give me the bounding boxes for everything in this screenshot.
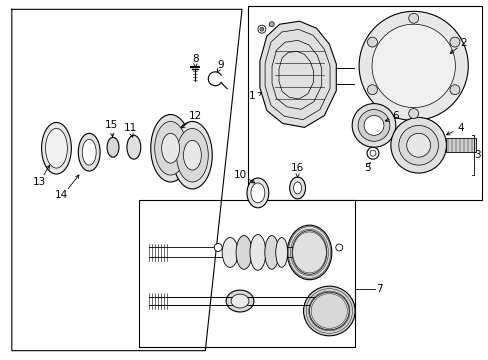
- Ellipse shape: [78, 133, 100, 171]
- Circle shape: [366, 147, 378, 159]
- Ellipse shape: [183, 140, 201, 170]
- Circle shape: [369, 150, 375, 156]
- Text: 4: 4: [456, 123, 463, 134]
- Text: 10: 10: [233, 170, 246, 180]
- Ellipse shape: [172, 121, 212, 189]
- Circle shape: [351, 104, 395, 147]
- Ellipse shape: [222, 238, 238, 267]
- Ellipse shape: [162, 133, 179, 163]
- Ellipse shape: [293, 182, 301, 194]
- Text: 9: 9: [217, 60, 223, 70]
- Ellipse shape: [231, 294, 248, 308]
- Ellipse shape: [176, 129, 208, 182]
- Ellipse shape: [249, 235, 265, 270]
- Ellipse shape: [289, 177, 305, 199]
- Circle shape: [357, 109, 389, 141]
- Text: 13: 13: [33, 177, 46, 187]
- Circle shape: [449, 85, 459, 95]
- Ellipse shape: [303, 286, 354, 336]
- Text: 2: 2: [459, 38, 466, 48]
- Text: 12: 12: [188, 111, 202, 121]
- Ellipse shape: [107, 137, 119, 157]
- Circle shape: [408, 13, 418, 23]
- Text: 16: 16: [290, 163, 304, 173]
- Circle shape: [366, 37, 377, 47]
- Ellipse shape: [286, 225, 331, 280]
- Text: 6: 6: [392, 111, 398, 121]
- Ellipse shape: [264, 235, 278, 269]
- Polygon shape: [259, 21, 336, 127]
- Bar: [247, 6, 481, 200]
- Text: 3: 3: [473, 150, 480, 160]
- Circle shape: [406, 133, 429, 157]
- Ellipse shape: [236, 235, 251, 269]
- Ellipse shape: [309, 292, 348, 330]
- Bar: [446, 138, 475, 152]
- Circle shape: [408, 109, 418, 118]
- Ellipse shape: [291, 231, 326, 274]
- Text: 14: 14: [55, 190, 68, 200]
- Circle shape: [214, 243, 222, 251]
- Text: 11: 11: [124, 123, 137, 134]
- Circle shape: [257, 25, 265, 33]
- Circle shape: [390, 117, 446, 173]
- Ellipse shape: [246, 178, 268, 208]
- Text: 5: 5: [363, 163, 369, 173]
- Circle shape: [449, 37, 459, 47]
- Circle shape: [335, 244, 342, 251]
- Ellipse shape: [41, 122, 71, 174]
- Ellipse shape: [225, 290, 253, 312]
- Circle shape: [364, 116, 383, 135]
- Circle shape: [358, 11, 468, 121]
- Text: 8: 8: [192, 54, 198, 64]
- Ellipse shape: [127, 135, 141, 159]
- Circle shape: [366, 85, 377, 95]
- Text: 15: 15: [104, 121, 118, 130]
- Circle shape: [269, 22, 274, 27]
- Text: 1: 1: [248, 91, 255, 101]
- Ellipse shape: [250, 183, 264, 203]
- Text: 7: 7: [375, 284, 382, 294]
- Circle shape: [259, 27, 264, 31]
- Ellipse shape: [150, 114, 190, 182]
- Ellipse shape: [154, 121, 186, 175]
- Circle shape: [371, 24, 454, 108]
- Bar: [139, 200, 354, 347]
- Ellipse shape: [275, 238, 287, 267]
- Circle shape: [398, 125, 438, 165]
- Ellipse shape: [45, 129, 67, 168]
- Ellipse shape: [82, 139, 96, 165]
